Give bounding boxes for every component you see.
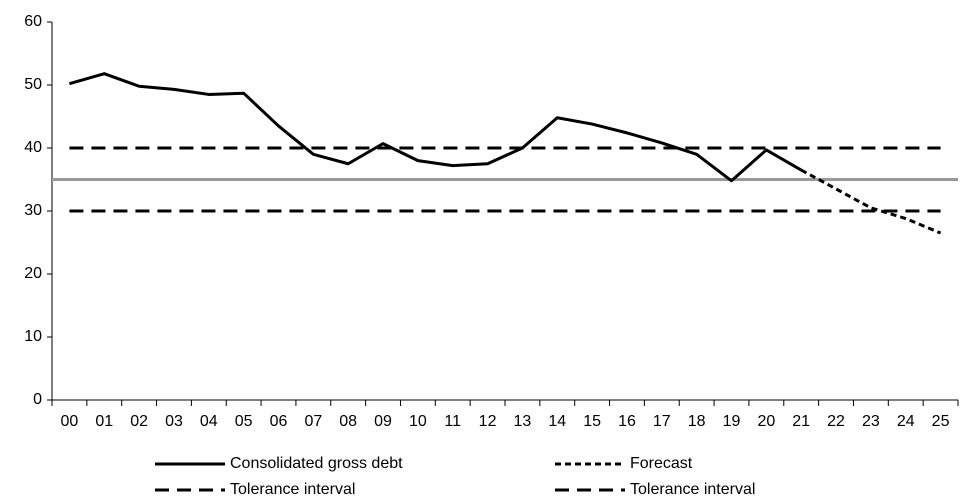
x-tick-label: 15 <box>583 413 601 430</box>
x-tick-label: 12 <box>479 413 497 430</box>
x-tick-label: 09 <box>374 413 392 430</box>
x-tick-label: 14 <box>548 413 566 430</box>
x-tick-label: 22 <box>827 413 845 430</box>
legend-label: Consolidated gross debt <box>230 455 403 472</box>
x-tick-label: 04 <box>200 413 218 430</box>
x-tick-label: 05 <box>235 413 253 430</box>
x-tick-label: 18 <box>688 413 706 430</box>
x-tick-label: 20 <box>757 413 775 430</box>
x-tick-label: 02 <box>130 413 148 430</box>
y-tick-label: 60 <box>24 13 42 30</box>
x-tick-label: 21 <box>792 413 810 430</box>
x-tick-label: 23 <box>862 413 880 430</box>
x-tick-label: 10 <box>409 413 427 430</box>
x-tick-label: 06 <box>270 413 288 430</box>
x-tick-label: 19 <box>723 413 741 430</box>
x-tick-label: 11 <box>444 413 461 430</box>
x-tick-label: 17 <box>653 413 671 430</box>
y-tick-label: 10 <box>24 328 42 345</box>
series-line <box>69 72 802 183</box>
x-tick-label: 16 <box>618 413 636 430</box>
x-tick-label: 24 <box>897 413 915 430</box>
legend-label: Forecast <box>630 455 693 472</box>
legend-label: Tolerance interval <box>230 481 355 498</box>
x-tick-label: 13 <box>514 413 532 430</box>
y-tick-label: 20 <box>24 265 42 282</box>
x-tick-label: 08 <box>339 413 357 430</box>
legend-label: Tolerance interval <box>630 481 755 498</box>
y-tick-label: 50 <box>24 76 42 93</box>
x-tick-label: 01 <box>95 413 113 430</box>
x-tick-label: 00 <box>61 413 79 430</box>
x-tick-label: 07 <box>304 413 322 430</box>
x-tick-label: 03 <box>165 413 183 430</box>
y-tick-label: 40 <box>24 139 42 156</box>
x-tick-label: 25 <box>932 413 950 430</box>
y-tick-label: 30 <box>24 202 42 219</box>
y-tick-label: 0 <box>33 391 42 408</box>
